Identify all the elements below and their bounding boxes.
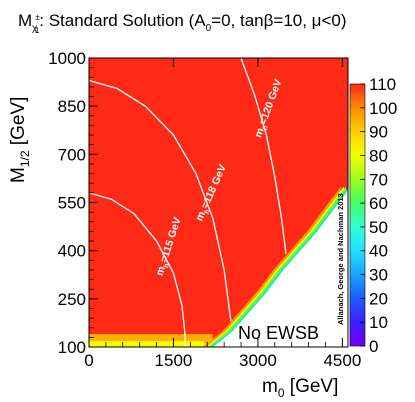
colorbar-tick-label-0: 0 (369, 337, 378, 356)
colorbar-tick-label-4: 40 (369, 242, 388, 261)
x-tick-label-3: 4500 (323, 351, 361, 370)
y-axis-label-unit: [GeV] (8, 97, 29, 151)
heatmap-area (89, 58, 348, 347)
y-axis-label: M1/2 [GeV] (8, 97, 32, 183)
title-text2: =0, tanβ=10, μ<0) (211, 11, 346, 30)
y-tick-label-0: 100 (58, 338, 86, 357)
contour-line-3 (240, 58, 287, 254)
title-a-sub: 0 (206, 23, 212, 34)
y-tick-label-2: 400 (58, 242, 86, 261)
colorbar-tick-label-5: 50 (369, 218, 388, 237)
x-axis-label-unit: [GeV] (285, 376, 339, 397)
x-axis-label-sub: 0 (278, 386, 285, 400)
contour-label-2-sub: h (204, 209, 212, 216)
no-ewsb-region (213, 190, 348, 347)
colorbar-tick-label-9: 90 (369, 123, 388, 142)
y-axis-label-main: M (8, 167, 29, 183)
contour-label-3-main: m (252, 126, 266, 139)
x-axis-label-main: m (262, 376, 278, 397)
title-sub2: 1 (35, 26, 40, 35)
colorbar-tick-label-7: 70 (369, 170, 388, 189)
y-axis-ticks: 100 250 400 550 700 850 1000 (48, 49, 98, 357)
title-sup: ± (35, 13, 40, 22)
colorbar-tick-label-6: 60 (369, 194, 388, 213)
colorbar-tick-label-3: 30 (369, 266, 388, 285)
x-axis-label: m0 [GeV] (262, 376, 338, 400)
y-tick-label-5: 850 (58, 97, 86, 116)
y-tick-label-4: 700 (58, 145, 86, 164)
contour-lines (89, 58, 287, 347)
y-axis-label-sub: 1/2 (18, 150, 32, 167)
x-tick-label-2: 3000 (239, 351, 277, 370)
colorbar-tick-label-10: 100 (369, 99, 397, 118)
y-tick-label-6: 1000 (48, 49, 86, 68)
x-tick-label-1: 1500 (155, 351, 193, 370)
colorbar-ticks: 0 10 20 30 40 50 60 70 80 90 100 110 (360, 75, 397, 356)
title-text: : Standard Solution (A (39, 11, 206, 30)
colorbar-tick-label-8: 80 (369, 146, 388, 165)
x-tick-label-0: 0 (84, 351, 93, 370)
colorbar-tick-label-2: 20 (369, 289, 388, 308)
title-prefix: M (18, 11, 32, 30)
y-tick-label-3: 550 (58, 194, 86, 213)
chart-title: Mχ± 1: Standard Solution (A0=0, tanβ=10, … (18, 11, 347, 35)
contour-label-2-main: m (193, 210, 208, 223)
contour-label-1-sub: h (163, 263, 171, 269)
y-tick-label-1: 250 (58, 290, 86, 309)
x-axis-ticks: 0 1500 3000 4500 (84, 58, 361, 370)
colorbar-tick-label-11: 110 (369, 75, 396, 94)
contour-line-2 (89, 79, 232, 322)
colorbar (349, 83, 366, 347)
contour-label-1-main: m (154, 265, 168, 278)
contour-label-3-sub: h (262, 125, 270, 131)
colorbar-tick-label-1: 10 (369, 313, 388, 332)
contour-line-1 (89, 192, 186, 347)
title-sub: χ (32, 23, 38, 34)
heatmap-low-strip-inner (89, 341, 205, 347)
no-ewsb-label: No EWSB (238, 323, 319, 343)
credit-text: Allanach, George and Nachman 2013 (336, 193, 345, 325)
